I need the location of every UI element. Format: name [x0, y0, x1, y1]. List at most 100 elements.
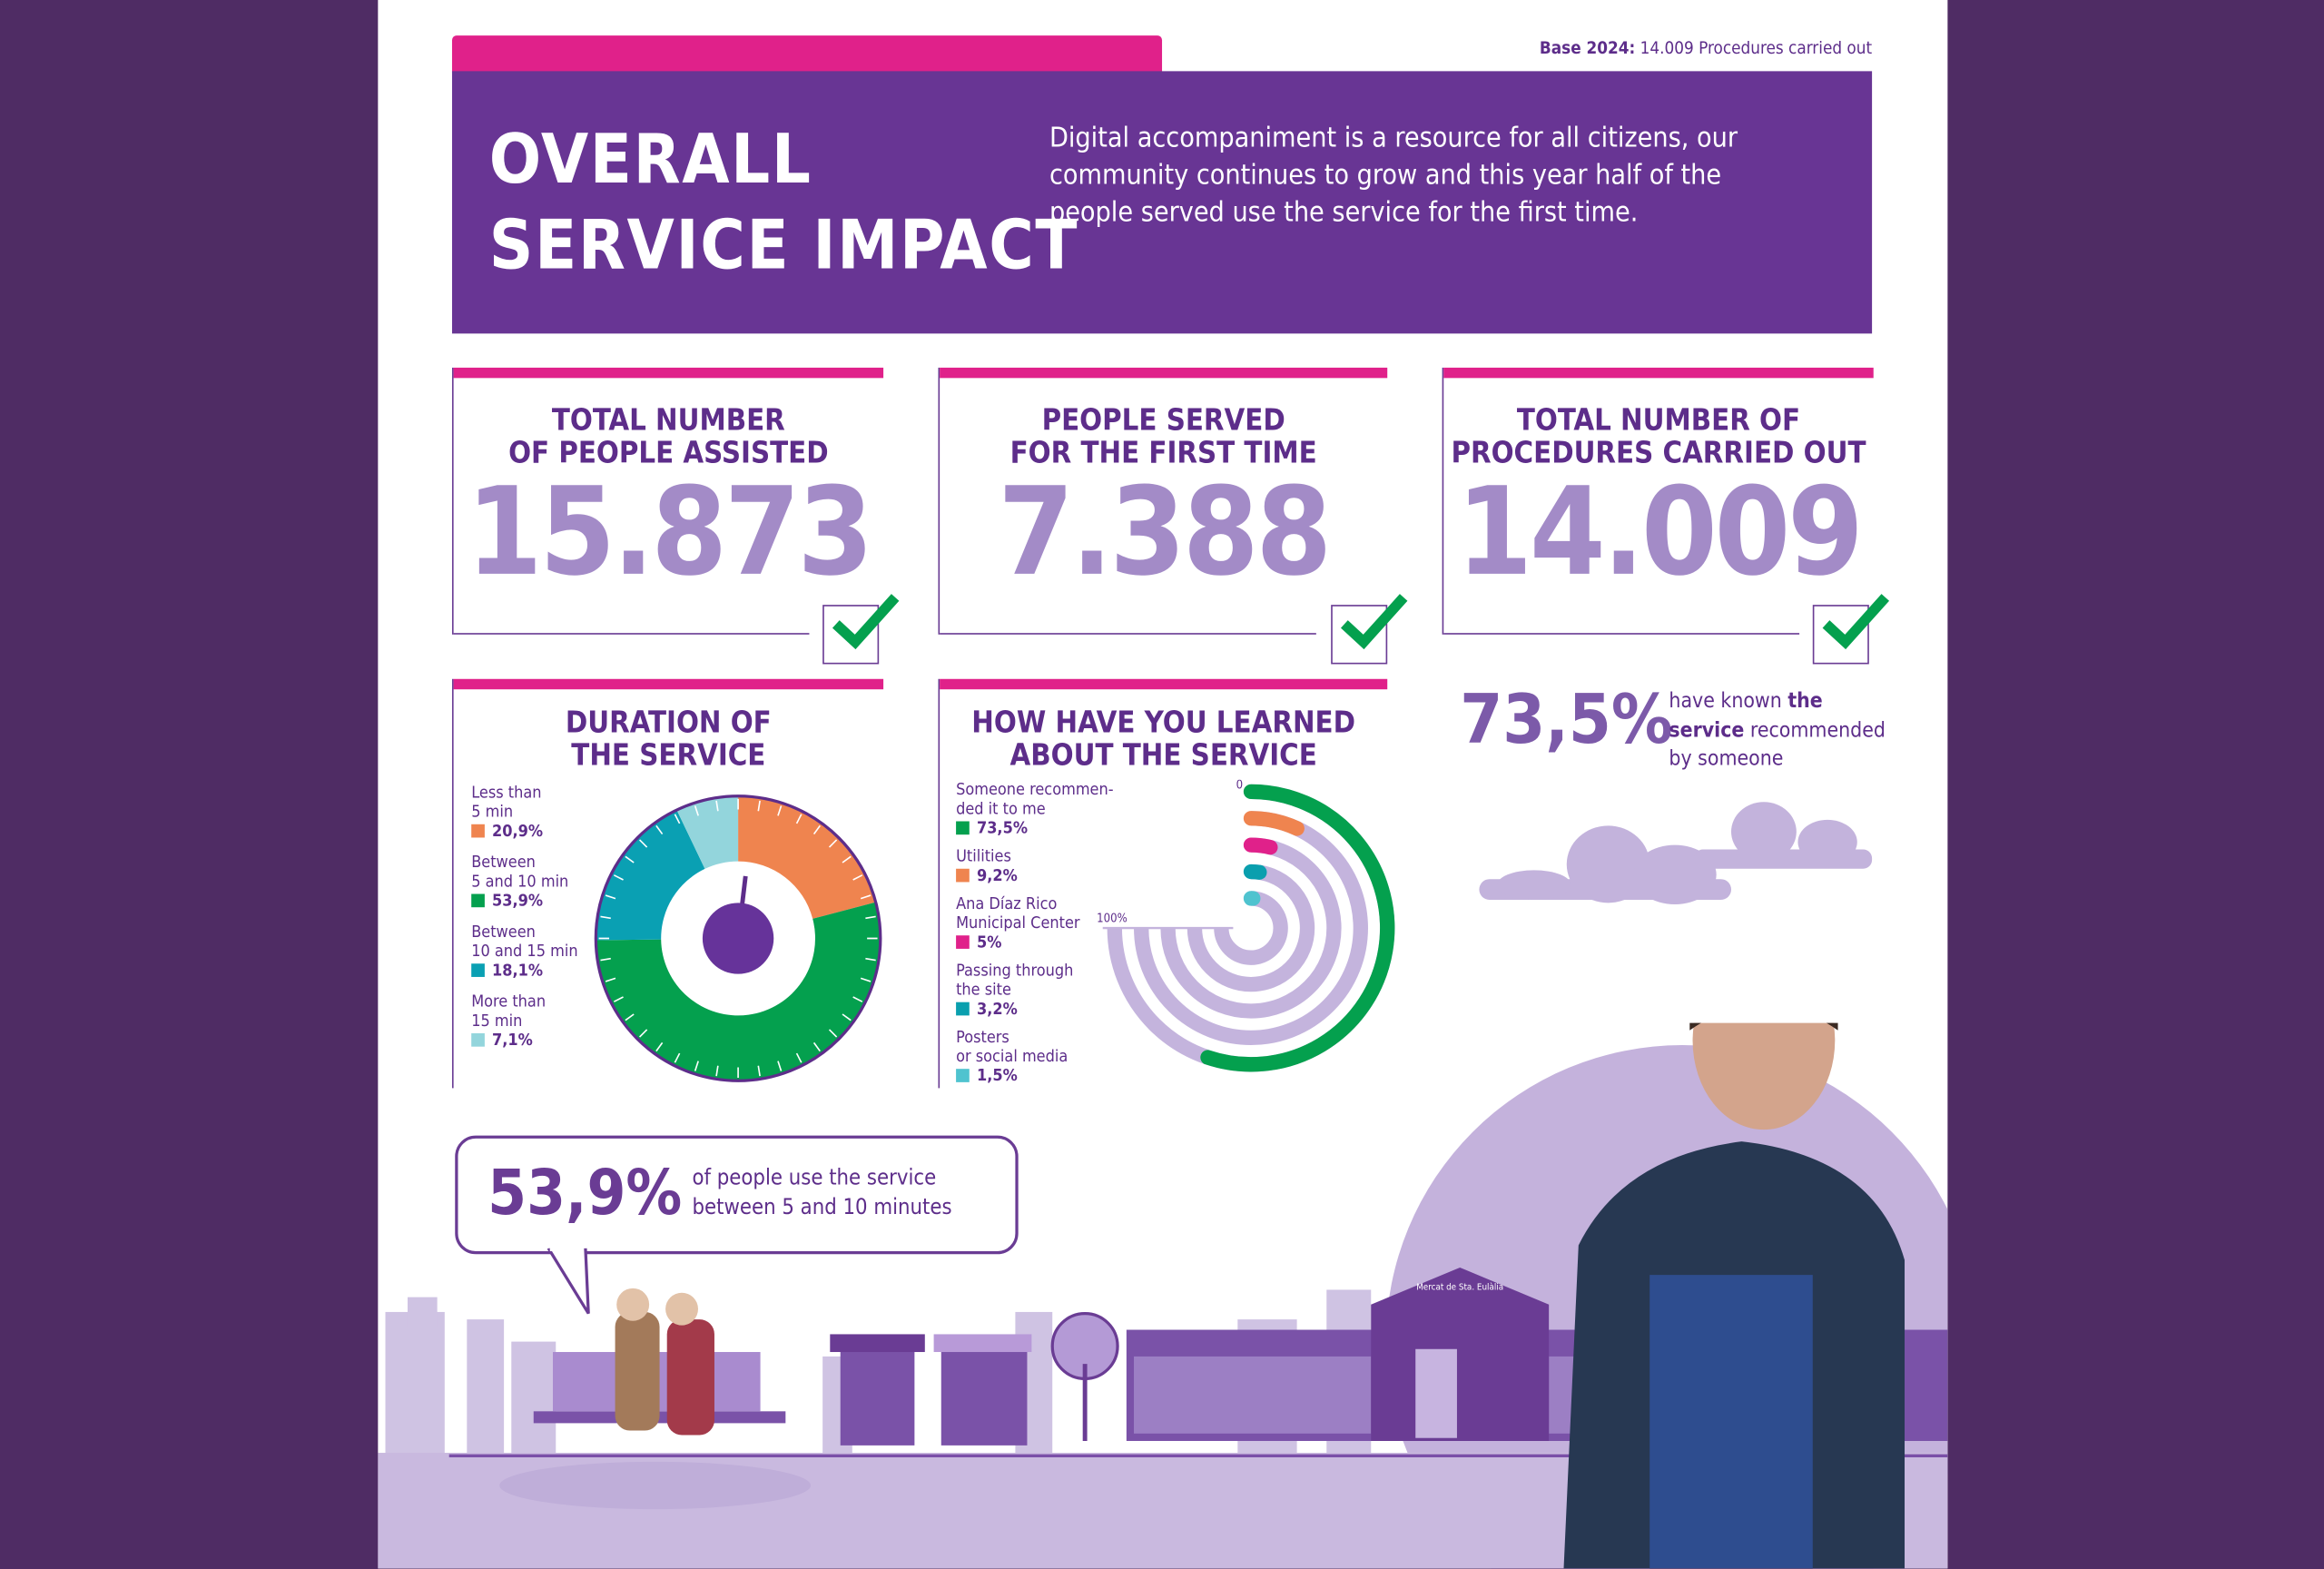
radial-bar [1200, 784, 1395, 1072]
base-note: Base 2024: 14.009 Procedures carried out [1539, 36, 1873, 58]
radial-bar [1243, 863, 1267, 880]
duration-legend: Less than 5 min 20,9% Between 5 and 10 min 53… [471, 783, 578, 1061]
speech-bubble-tail [547, 1248, 590, 1315]
legend-swatch [471, 824, 485, 838]
legend-item: More than 15 min 7,1% [471, 992, 547, 1050]
legend-swatch [956, 1069, 970, 1082]
tick-mark [828, 839, 838, 848]
bubble-percent: 53,9% [487, 1156, 683, 1229]
kpi-card-procedures: TOTAL NUMBER OF PROCEDURES CARRIED OUT 14… [1442, 367, 1874, 635]
learned-radial-chart: 0 100% [1097, 780, 1395, 1072]
kpi-value: 14.009 [1456, 462, 1863, 604]
legend-swatch [956, 868, 970, 883]
tick-mark [655, 824, 664, 835]
tick-mark [605, 977, 616, 982]
tick-mark [638, 1029, 648, 1038]
donut-slice [676, 795, 739, 869]
legend-swatch [956, 935, 970, 949]
tick-mark [757, 800, 761, 812]
axis-label-min: 0 [1236, 780, 1243, 793]
tick-mark [852, 874, 863, 881]
check-icon [822, 594, 900, 665]
tick-mark [638, 839, 648, 848]
tick-mark [715, 1065, 719, 1077]
kpi-card-first-time: PEOPLE SERVED FOR THE FIRST TIME 7.388 [938, 367, 1388, 635]
kpi-card-people-assisted: TOTAL NUMBER OF PEOPLE ASSISTED 15.873 [451, 367, 884, 635]
radial-bar [1243, 811, 1305, 836]
radial-track [1187, 863, 1315, 992]
legend-item: Less than 5 min 20,9% [471, 783, 544, 841]
recommended-percent: 73,5% [1460, 678, 1673, 759]
tick-mark [625, 1013, 635, 1021]
legend-item: Between 10 and 15 min 18,1% [471, 922, 578, 981]
learned-chart-card: HOW HAVE YOU LEARNED ABOUT THE SERVICE So… [938, 678, 1395, 1089]
donut-slice [596, 810, 705, 941]
clouds-illustration [1479, 802, 1873, 904]
legend-item: Between 5 and 10 min 53,9% [471, 852, 569, 911]
tick-mark [694, 1061, 699, 1071]
page-title: OVERALL SERVICE IMPACT [488, 118, 1079, 285]
duration-donut-chart [594, 794, 882, 1082]
legend-item: Passing through the site 3,2% [956, 960, 1074, 1019]
legend-swatch [471, 1032, 485, 1047]
speech-bubble: 53,9% of people use the service between 5… [455, 1135, 1019, 1255]
gauge-hub [702, 903, 774, 974]
tick-mark [715, 800, 719, 812]
tick-mark [655, 1041, 664, 1052]
kpi-value: 7.388 [998, 462, 1332, 604]
donut-slice [596, 902, 881, 1081]
radial-track [1214, 891, 1288, 965]
radial-track [1134, 811, 1368, 1046]
market-sign: Mercat de Sta. Eulàlia [1416, 1281, 1503, 1292]
tick-mark [674, 814, 681, 824]
legend-swatch [471, 963, 485, 977]
bubble-text: of people use the service between 5 and 1… [692, 1166, 952, 1219]
legend-item: Posters or social media 1,5% [956, 1027, 1068, 1086]
tick-mark [777, 1061, 783, 1071]
tick-mark [860, 894, 872, 900]
tick-mark [860, 977, 872, 982]
radial-track [1160, 837, 1342, 1019]
legend-swatch [956, 1002, 970, 1016]
header-tab [451, 35, 1163, 74]
tick-mark [605, 894, 616, 900]
axis-label-max: 100% [1097, 913, 1128, 926]
check-icon [1812, 594, 1890, 665]
header-banner: OVERALL SERVICE IMPACT Digital accompanim… [451, 71, 1873, 334]
tick-mark [600, 915, 611, 920]
tick-mark [812, 824, 821, 835]
radial-bar [1243, 837, 1278, 855]
tick-mark [842, 855, 852, 863]
tick-mark [842, 1013, 852, 1021]
tick-mark [600, 957, 611, 962]
legend-item: Utilities 9,2% [956, 846, 1018, 885]
tick-mark [674, 1052, 681, 1063]
tick-mark [625, 855, 635, 863]
recommended-text: have known the service recommended by some… [1669, 689, 1886, 772]
tick-mark [795, 1052, 803, 1063]
legend-item: Someone recommen-ded it to me 73,5% [956, 779, 1114, 838]
donut-slice [738, 795, 876, 919]
tick-mark [613, 874, 624, 881]
tick-mark [865, 915, 876, 920]
tick-mark [795, 814, 803, 824]
header-description: Digital accompaniment is a resource for … [1049, 123, 1738, 229]
tick-mark [694, 805, 699, 816]
infographic-page: Base 2024: 14.009 Procedures carried out… [378, 0, 1948, 1569]
kpi-value: 15.873 [466, 462, 873, 604]
tick-mark [852, 996, 863, 1002]
legend-item: Ana Díaz Rico Municipal Center 5% [956, 893, 1080, 952]
legend-swatch [471, 893, 485, 908]
legend-swatch [956, 821, 970, 835]
tick-mark [865, 957, 876, 962]
duration-chart-card: DURATION OF THE SERVICE Less than 5 min 20,… [451, 678, 884, 1089]
check-icon [1331, 594, 1408, 665]
city-scene-illustration: Mercat de Sta. Eulàlia [378, 1022, 1948, 1569]
tick-mark [613, 996, 624, 1002]
tick-mark [777, 805, 783, 816]
tick-mark [757, 1065, 761, 1077]
tick-mark [812, 1041, 821, 1052]
learned-legend: Someone recommen-ded it to me 73,5% Utilit… [956, 779, 1114, 1094]
donut-rim [594, 794, 882, 1082]
tick-mark [828, 1029, 838, 1038]
